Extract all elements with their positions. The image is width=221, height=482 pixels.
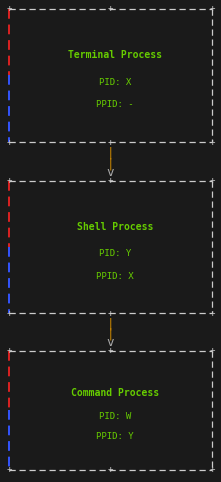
Text: v: v — [107, 166, 114, 179]
Text: |: | — [107, 317, 114, 330]
Text: +: + — [6, 138, 11, 147]
Text: Command Process: Command Process — [71, 388, 159, 398]
Text: +: + — [210, 347, 215, 355]
Text: +: + — [108, 176, 113, 185]
Text: +: + — [108, 309, 113, 318]
Text: PID: X: PID: X — [99, 78, 131, 87]
Text: +: + — [6, 466, 11, 474]
Text: +: + — [108, 4, 113, 13]
Text: PID: W: PID: W — [99, 412, 131, 421]
Text: +: + — [6, 309, 11, 318]
Text: +: + — [210, 309, 215, 318]
Text: PPID: Y: PPID: Y — [96, 432, 134, 441]
Text: +: + — [108, 347, 113, 355]
Text: Terminal Process: Terminal Process — [68, 51, 162, 60]
Text: +: + — [108, 138, 113, 147]
Text: +: + — [210, 466, 215, 474]
Text: |: | — [107, 147, 114, 160]
Text: +: + — [6, 176, 11, 185]
Text: PPID: X: PPID: X — [96, 272, 134, 281]
Text: +: + — [210, 138, 215, 147]
Text: +: + — [6, 4, 11, 13]
Text: |: | — [107, 157, 114, 170]
Text: Shell Process: Shell Process — [77, 222, 153, 232]
Text: PID: Y: PID: Y — [99, 249, 131, 258]
Text: v: v — [107, 336, 114, 349]
Text: |: | — [107, 328, 114, 341]
Text: +: + — [6, 347, 11, 355]
Text: +: + — [210, 4, 215, 13]
Text: +: + — [108, 466, 113, 474]
Text: PPID: -: PPID: - — [96, 100, 134, 109]
Text: +: + — [210, 176, 215, 185]
